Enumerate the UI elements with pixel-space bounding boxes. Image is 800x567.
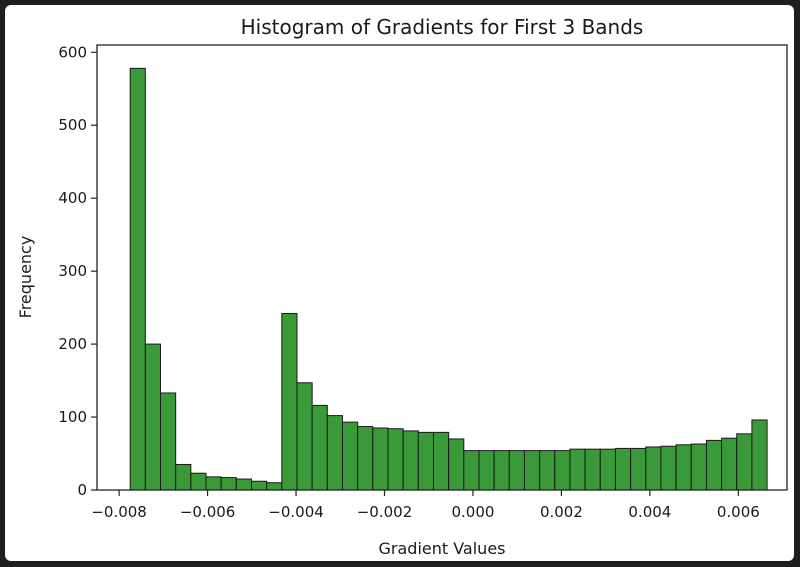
histogram-bar bbox=[463, 450, 480, 491]
histogram-bar bbox=[372, 427, 389, 491]
histogram-bar bbox=[205, 476, 222, 491]
histogram-bar bbox=[357, 426, 374, 491]
histogram-bar bbox=[736, 433, 753, 491]
x-tick-label: 0.002 bbox=[540, 503, 583, 521]
histogram-bar bbox=[478, 450, 495, 491]
x-tick-label: −0.002 bbox=[357, 503, 413, 521]
histogram-bar bbox=[281, 312, 298, 491]
histogram-bar bbox=[190, 472, 207, 491]
histogram-bar bbox=[599, 448, 616, 491]
histogram-bar bbox=[129, 67, 146, 491]
chart-figure: Histogram of Gradients for First 3 Bands… bbox=[5, 5, 794, 561]
histogram-bar bbox=[235, 478, 252, 491]
histogram-bar bbox=[645, 446, 662, 491]
y-axis-ticks: 0 100 200 300 400 500 600 bbox=[58, 43, 97, 499]
histogram-bar bbox=[630, 447, 647, 491]
histogram-bar bbox=[660, 445, 677, 491]
histogram-bar bbox=[402, 430, 419, 491]
histogram-bar bbox=[175, 463, 192, 491]
x-axis-ticks: −0.008 −0.006 −0.004 −0.002 0.000 0.002 0.004 0… bbox=[91, 490, 760, 521]
histogram-bar bbox=[326, 415, 343, 491]
histogram-bar bbox=[432, 431, 450, 491]
histogram-bar bbox=[751, 419, 768, 491]
histogram-bar bbox=[675, 444, 692, 491]
histogram-bar bbox=[508, 450, 525, 491]
histogram-bar bbox=[614, 447, 632, 491]
x-tick-label: −0.004 bbox=[268, 503, 324, 521]
y-tick-label: 0 bbox=[77, 481, 87, 499]
x-tick-label: 0.000 bbox=[451, 503, 494, 521]
histogram-bar bbox=[220, 477, 237, 491]
histogram-bar bbox=[311, 404, 328, 491]
histogram-bar bbox=[341, 421, 359, 491]
plot-frame bbox=[96, 44, 788, 491]
histogram-bar bbox=[539, 450, 556, 491]
histogram-bar bbox=[250, 480, 268, 491]
histogram-bar bbox=[160, 392, 177, 491]
y-tick-label: 500 bbox=[58, 116, 87, 134]
x-tick-label: 0.006 bbox=[717, 503, 760, 521]
y-axis-label: Frequency bbox=[16, 236, 35, 319]
histogram-bar bbox=[690, 443, 707, 491]
histogram-bar bbox=[523, 450, 541, 491]
histogram-bar bbox=[584, 448, 601, 491]
y-tick-label: 200 bbox=[58, 335, 87, 353]
histogram-bar bbox=[266, 482, 283, 491]
histogram-bar bbox=[296, 382, 313, 491]
x-tick-label: 0.004 bbox=[628, 503, 671, 521]
y-tick-label: 400 bbox=[58, 189, 87, 207]
histogram-bar bbox=[448, 438, 465, 491]
histogram-bar bbox=[144, 343, 162, 491]
x-axis-label: Gradient Values bbox=[379, 539, 506, 558]
histogram-bar bbox=[705, 439, 723, 491]
histogram-chart: Histogram of Gradients for First 3 Bands… bbox=[16, 15, 788, 558]
y-tick-label: 600 bbox=[58, 43, 87, 61]
y-tick-label: 100 bbox=[58, 408, 87, 426]
x-tick-label: −0.006 bbox=[180, 503, 236, 521]
histogram-bar bbox=[721, 437, 738, 491]
histogram-bar bbox=[554, 450, 571, 491]
y-tick-label: 300 bbox=[58, 262, 87, 280]
chart-title: Histogram of Gradients for First 3 Bands bbox=[241, 15, 644, 39]
histogram-bar bbox=[493, 450, 510, 491]
histogram-bar bbox=[569, 448, 586, 491]
histogram-bar bbox=[387, 428, 404, 491]
x-tick-label: −0.008 bbox=[91, 503, 147, 521]
histogram-bar bbox=[417, 431, 434, 491]
bars-group bbox=[129, 67, 768, 491]
